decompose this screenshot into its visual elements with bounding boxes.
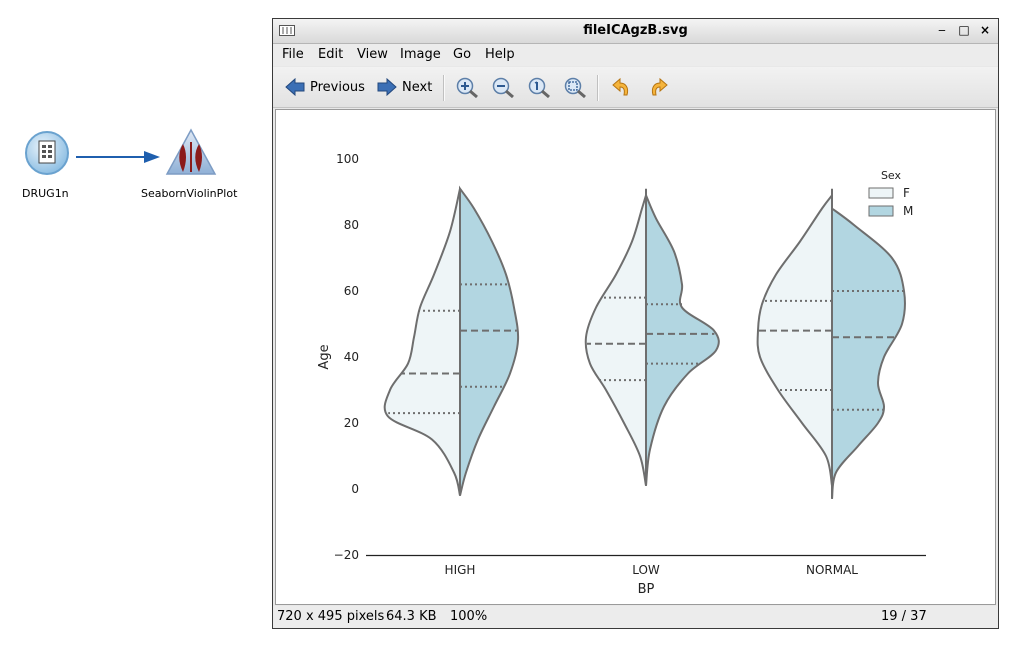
rotate-right-button[interactable] [647,76,669,98]
zoom-out-icon [492,77,514,98]
x-tick-label: HIGH [445,563,476,577]
violin-high [383,185,520,496]
y-tick-label: 100 [336,152,359,166]
close-button[interactable]: × [979,23,991,37]
menu-go[interactable]: Go [453,47,472,62]
status-dimensions: 720 x 495 pixels [277,609,385,624]
next-label: Next [402,79,433,95]
y-axis-label: Age [317,344,332,369]
y-tick-label: 20 [344,416,359,430]
image-viewport[interactable]: 100 80 60 40 20 0 −20 HIGH LOW NORMAL BP Age Sex F M [275,109,996,605]
toolbar: Previous Next [273,67,998,108]
rotate-left-icon [612,77,629,96]
legend-swatch-M [868,205,894,217]
legend-swatch-F [868,187,894,199]
menu-edit[interactable]: Edit [318,47,344,62]
zoom-in-icon [456,77,478,98]
legend-label: M [903,204,913,218]
title-bar[interactable]: fileICAgzB.svg ‒ □ × [273,19,998,44]
rotate-right-icon [651,77,668,96]
violin-low [584,188,720,486]
zoom-out-button[interactable] [491,76,515,98]
toolbar-separator [597,75,599,101]
node-label-seaborn-violin-plot: SeabornViolinPlot [141,187,238,200]
x-tick-label: NORMAL [806,563,858,577]
violin-half-M [459,185,520,496]
status-position: 19 / 37 [881,609,927,624]
stream-connector-arrow [76,151,160,163]
y-tick-label: 0 [351,482,359,496]
violin-half-M [831,206,906,500]
x-axis-label: BP [638,582,655,597]
image-viewer-window: fileICAgzB.svg ‒ □ × File Edit View Imag… [272,18,999,629]
y-tick-label: −20 [334,548,359,562]
previous-label: Previous [310,79,365,95]
legend-title: Sex [881,169,902,182]
menu-image[interactable]: Image [400,47,441,62]
y-tick-label: 40 [344,350,359,364]
menu-help[interactable]: Help [485,47,515,62]
maximize-button[interactable]: □ [958,23,970,37]
node-label-drug1n: DRUG1n [22,187,69,200]
y-tick-label: 80 [344,218,359,232]
y-tick-label: 60 [344,284,359,298]
violin-half-F [584,195,647,486]
arrow-right-icon [377,78,397,96]
variable-file-icon[interactable] [24,130,70,176]
zoom-normal-icon [528,77,550,98]
next-button[interactable]: Next [377,76,432,98]
violin-half-F [383,188,461,496]
zoom-normal-button[interactable] [527,76,551,98]
zoom-in-button[interactable] [455,76,479,98]
violin-half-M [645,194,720,486]
status-zoom: 100% [450,609,488,624]
x-tick-label: LOW [632,563,660,577]
minimize-button[interactable]: ‒ [938,23,946,37]
menu-bar: File Edit View Image Go Help [273,44,998,66]
toolbar-separator [443,75,445,101]
zoom-fit-button[interactable] [563,76,587,98]
violin-plot-icon[interactable] [165,128,217,178]
arrow-left-icon [285,78,305,96]
window-title: fileICAgzB.svg [583,23,688,38]
status-file-size: 64.3 KB [386,609,437,624]
previous-button[interactable]: Previous [285,76,365,98]
window-menu-icon[interactable] [279,25,295,37]
menu-file[interactable]: File [282,47,304,62]
menu-view[interactable]: View [357,47,388,62]
rotate-left-button[interactable] [611,76,633,98]
violin-normal [756,188,906,500]
status-bar: 720 x 495 pixels 64.3 KB 100% 19 / 37 [273,606,998,628]
violin-half-F [756,192,833,486]
legend-label: F [903,186,910,200]
zoom-fit-icon [564,77,586,98]
